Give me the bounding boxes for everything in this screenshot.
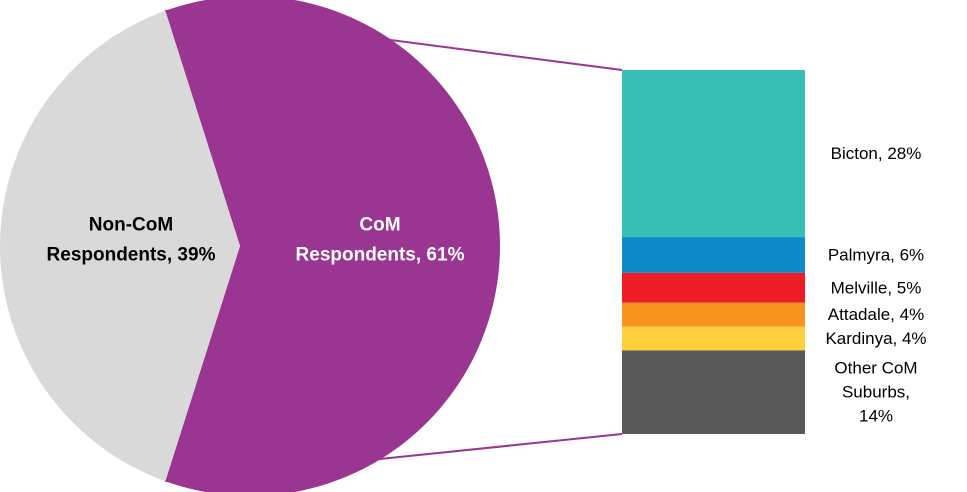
- pie: [0, 0, 500, 492]
- bar-segment-melville-5: [622, 272, 805, 303]
- pie-slice-non-com-respondents-39: [0, 10, 240, 482]
- bar-segment-palmyra-6: [622, 237, 805, 273]
- labels: CoM Respondents, 61% Non-CoM Respondents, 3…: [47, 144, 927, 426]
- bar-label-other-com: Other CoM Suburbs, 14%: [834, 359, 917, 426]
- stacked-bar: [622, 70, 805, 434]
- connector-line-bottom: [165, 433, 623, 483]
- connectors: [165, 9, 623, 483]
- pie-slice-com-respondents-61: [165, 0, 500, 492]
- bar-label-kardinya-4: Kardinya, 4%: [825, 329, 926, 348]
- bar-segment-kardinya-4: [622, 326, 805, 351]
- bar-label-bicton-28: Bicton, 28%: [831, 144, 922, 163]
- bar-segment-bicton-28: [622, 70, 805, 238]
- bar-label-attadale-4: Attadale, 4%: [828, 305, 924, 324]
- bar-segment-attadale-4: [622, 302, 805, 327]
- bar-label-palmyra-6: Palmyra, 6%: [828, 245, 924, 264]
- pie-label-non-com-respondents-39: Non-CoM Respondents, 39%: [47, 215, 216, 266]
- connector-line-top: [165, 9, 623, 71]
- bar-segment-other-com: [622, 350, 805, 434]
- bar-label-melville-5: Melville, 5%: [831, 278, 922, 297]
- pie-label-com-respondents-61: CoM Respondents, 61%: [296, 215, 465, 266]
